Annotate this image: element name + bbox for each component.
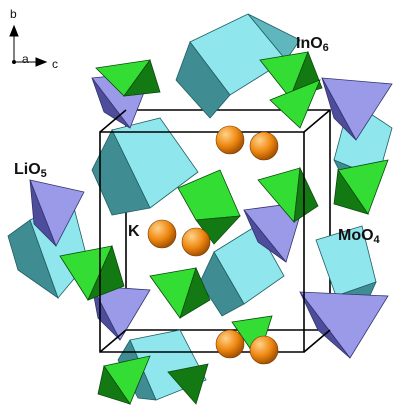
label-moo4-sub: 4: [373, 234, 380, 246]
label-k: K: [128, 223, 140, 240]
k-atom: [249, 131, 279, 161]
axis-label-b: b: [10, 7, 17, 21]
k-atom: [181, 227, 211, 257]
label-ino6-sub: 6: [322, 42, 329, 54]
b-axis-arrow: [9, 24, 19, 37]
label-lio5-sub: 5: [40, 168, 47, 180]
k-atoms: [147, 125, 279, 365]
lio5-polyhedra: [29, 71, 393, 359]
ino6-octahedron-shade: [175, 41, 231, 119]
label-ino6-base: InO: [296, 35, 323, 52]
axis-label-a: a: [22, 52, 29, 66]
moo4-tetrahedron: [269, 79, 321, 129]
c-axis-arrow: [35, 57, 48, 67]
moo4-tetrahedron: [167, 363, 209, 405]
label-moo4: MoO4: [338, 228, 380, 246]
label-ino6: InO6: [296, 36, 329, 54]
moo4-tetrahedra: [59, 50, 389, 405]
lio5-polyhedron: [299, 291, 389, 359]
k-atom: [147, 219, 177, 249]
k-atom: [215, 329, 245, 359]
axis-triad: [9, 24, 48, 67]
label-lio5-base: LiO: [14, 161, 41, 178]
k-atom: [215, 125, 245, 155]
label-moo4-base: MoO: [338, 227, 374, 244]
axis-label-c: c: [52, 57, 58, 71]
k-atom: [249, 335, 279, 365]
label-lio5: LiO5: [14, 162, 47, 180]
a-axis-dot: [12, 60, 16, 64]
